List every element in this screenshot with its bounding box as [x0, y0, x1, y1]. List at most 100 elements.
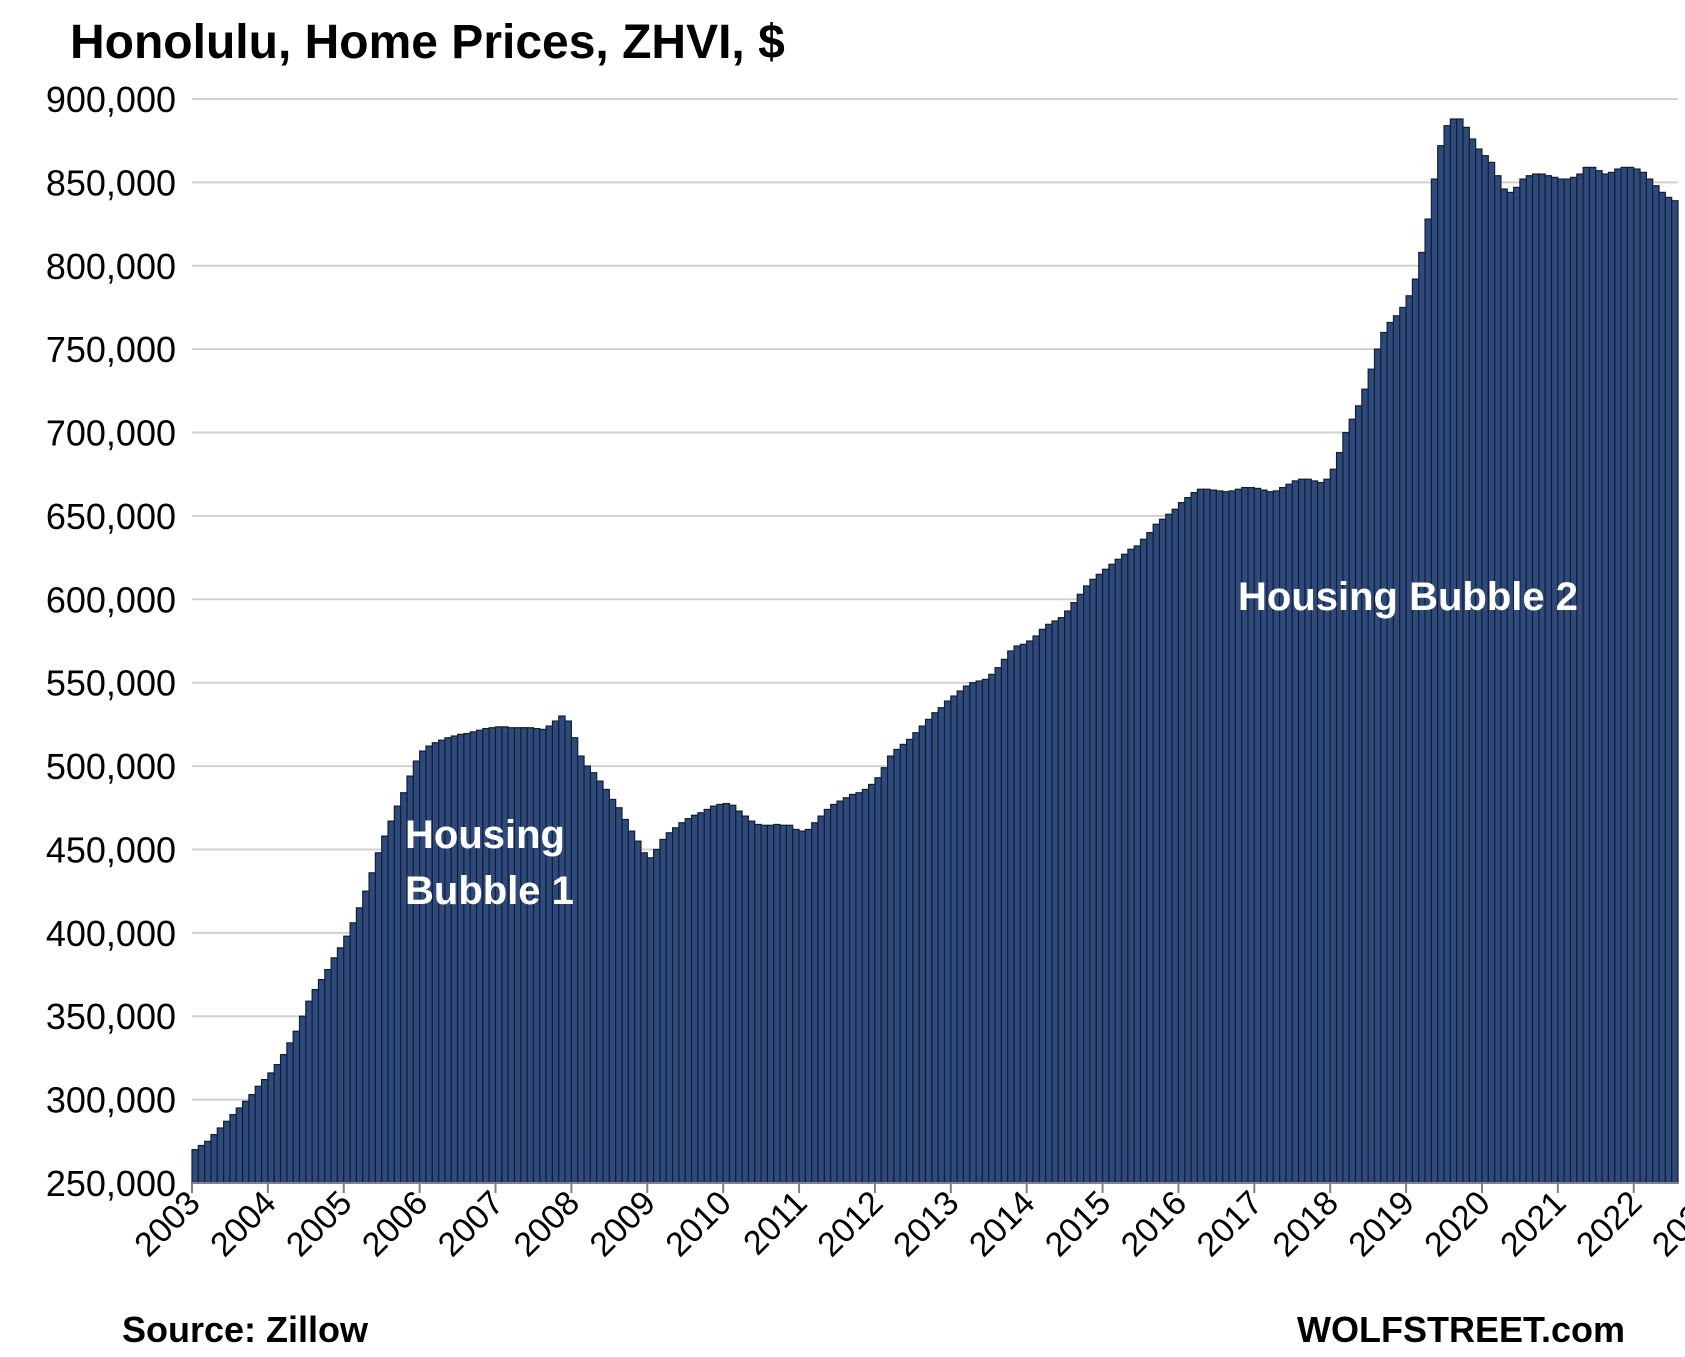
- bar: [905, 738, 914, 1184]
- bar: [602, 788, 610, 1184]
- bar: [1114, 558, 1123, 1184]
- bar: [1443, 125, 1451, 1184]
- bar: [216, 1127, 225, 1184]
- bar: [1095, 573, 1104, 1184]
- bar: [1550, 176, 1559, 1184]
- x-tick-label: 2009: [583, 1184, 663, 1264]
- bar: [798, 830, 806, 1184]
- bar: [621, 818, 629, 1184]
- bar: [931, 712, 939, 1184]
- bar: [494, 726, 503, 1184]
- bar: [1671, 200, 1679, 1184]
- bar: [558, 715, 566, 1184]
- brand-label: WOLFSTREET.com: [1297, 1309, 1625, 1350]
- bar: [1639, 171, 1647, 1184]
- x-tick-label: 2021: [1493, 1184, 1573, 1264]
- bar: [1494, 175, 1502, 1184]
- bar: [1462, 126, 1470, 1184]
- bar: [836, 800, 844, 1184]
- bar: [811, 822, 819, 1184]
- bar: [640, 852, 648, 1184]
- bar: [1500, 188, 1508, 1184]
- bar: [962, 685, 971, 1184]
- annotation-text: Bubble 1: [405, 869, 574, 913]
- bar: [1595, 170, 1603, 1184]
- bar: [1032, 635, 1040, 1184]
- bar: [842, 797, 851, 1184]
- bar: [893, 748, 901, 1184]
- bar: [336, 947, 345, 1184]
- bar: [937, 707, 946, 1184]
- bar: [463, 732, 471, 1184]
- bars: [191, 118, 1679, 1184]
- bar: [577, 755, 585, 1184]
- bar: [1335, 451, 1344, 1184]
- bar: [1171, 508, 1180, 1184]
- bar: [912, 732, 920, 1184]
- bar: [981, 678, 990, 1184]
- bar: [1538, 173, 1546, 1184]
- x-tick-label: 2015: [1038, 1184, 1118, 1264]
- bar: [583, 765, 591, 1184]
- x-tick-label: 2007: [431, 1184, 511, 1264]
- bar: [235, 1107, 244, 1184]
- bar: [868, 783, 876, 1184]
- bar: [1209, 489, 1217, 1184]
- bar: [444, 737, 452, 1184]
- bar: [450, 735, 459, 1184]
- bar: [1652, 185, 1660, 1184]
- bar: [1512, 186, 1521, 1184]
- bar: [539, 728, 547, 1184]
- x-tick-label: 2011: [736, 1184, 815, 1263]
- x-tick-label: 2010: [658, 1184, 738, 1264]
- bar: [1196, 488, 1205, 1184]
- bar: [1544, 175, 1553, 1184]
- bar: [1354, 405, 1363, 1184]
- x-tick-label: 2019: [1341, 1184, 1421, 1264]
- bar: [1475, 148, 1483, 1184]
- bar: [197, 1144, 206, 1184]
- bar: [324, 968, 332, 1184]
- source-label: Source: Zillow: [122, 1309, 369, 1350]
- bar: [229, 1114, 237, 1184]
- bar: [1658, 191, 1666, 1184]
- bar: [1007, 650, 1015, 1184]
- bar: [1045, 623, 1053, 1184]
- bar: [760, 824, 769, 1184]
- bar: [330, 957, 339, 1184]
- bar: [381, 835, 389, 1184]
- bar: [615, 807, 623, 1184]
- annotation-text: Housing: [405, 813, 565, 857]
- bar: [747, 820, 756, 1184]
- bar: [830, 803, 838, 1184]
- bar: [1146, 531, 1154, 1184]
- y-tick-label: 500,000: [46, 746, 176, 787]
- bar: [298, 1015, 307, 1184]
- bar: [570, 737, 579, 1184]
- bar: [1519, 178, 1527, 1184]
- annotations: Housing Bubble 1 Housing Bubble 2: [405, 575, 1578, 913]
- x-tick-label: 2005: [279, 1184, 359, 1264]
- bar: [1430, 178, 1439, 1184]
- x-tick-label: 2022: [1569, 1184, 1649, 1264]
- bar: [1089, 578, 1097, 1184]
- bar: [1588, 166, 1597, 1184]
- bar: [924, 718, 933, 1184]
- bar: [223, 1120, 231, 1184]
- bar: [545, 725, 554, 1184]
- bar: [1468, 138, 1477, 1184]
- bar: [773, 823, 781, 1184]
- bar: [1082, 585, 1091, 1184]
- bar: [387, 820, 395, 1184]
- bar: [564, 720, 573, 1184]
- bar: [975, 680, 984, 1184]
- bar: [659, 838, 667, 1184]
- x-tick-label: 2012: [810, 1184, 890, 1264]
- bar: [1531, 173, 1540, 1184]
- bar: [918, 725, 927, 1184]
- bar: [849, 793, 857, 1184]
- bar: [1582, 166, 1591, 1184]
- bar: [1399, 306, 1407, 1184]
- bar: [1026, 640, 1034, 1184]
- bar: [1038, 628, 1047, 1184]
